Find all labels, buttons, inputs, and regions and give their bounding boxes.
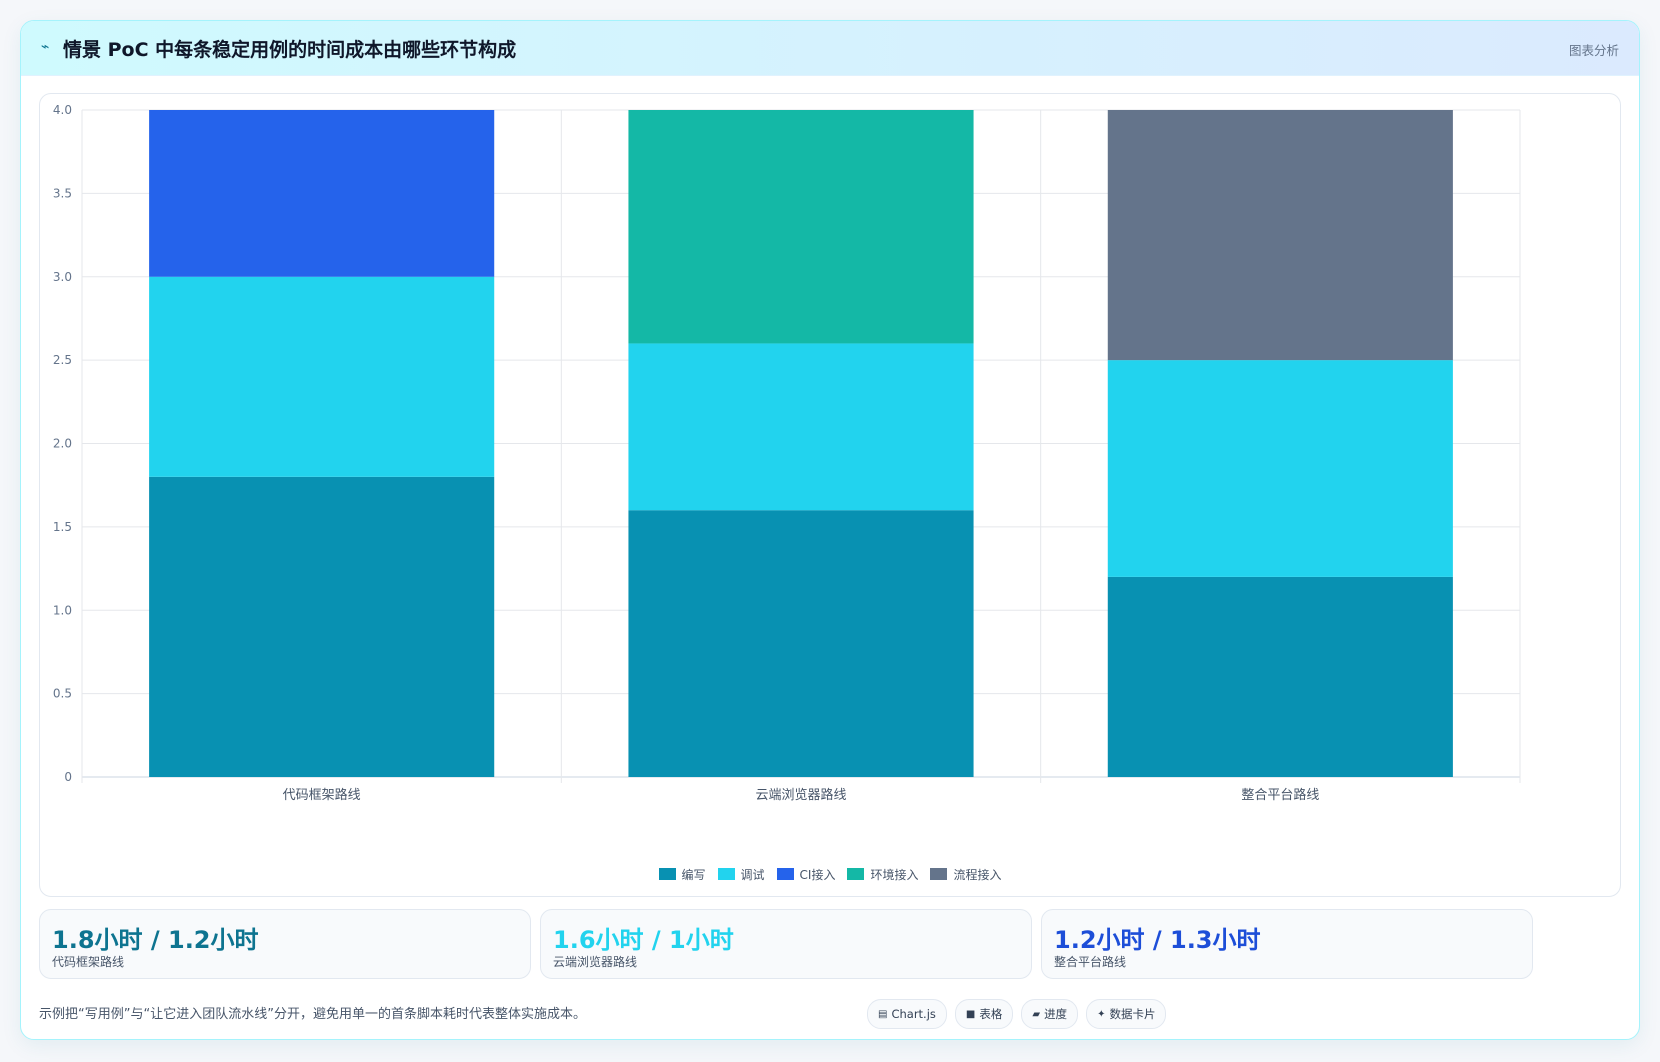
chip-data-card[interactable]: ✦ 数据卡片: [1086, 999, 1167, 1029]
y-tick-label: 2.5: [53, 353, 72, 367]
bar-segment: [1107, 360, 1453, 577]
bar-segment: [628, 510, 974, 777]
legend-label: 编写: [681, 867, 706, 882]
legend-label: CI接入: [799, 867, 836, 882]
page-title: 情景 PoC 中每条稳定用例的时间成本由哪些环节构成: [63, 39, 517, 61]
legend-swatch: [776, 868, 794, 880]
bar-segment: [149, 476, 495, 777]
chip-row: ▤ Chart.js ■ 表格 ▰ 进度 ✦ 数据卡片: [867, 999, 1167, 1029]
stat-value: 1.2小时 / 1.3小时: [1054, 926, 1261, 954]
legend-label: 环境接入: [870, 867, 919, 882]
y-tick-label: 3.5: [53, 186, 72, 200]
y-tick-label: 3.0: [53, 270, 72, 284]
chart-card: ⌁ 情景 PoC 中每条稳定用例的时间成本由哪些环节构成 图表分析 0 0.5 1.…: [20, 20, 1640, 1040]
legend-item[interactable]: 编写: [658, 864, 706, 884]
y-tick-label: 1.0: [53, 603, 72, 617]
legend-item[interactable]: 环境接入: [847, 864, 918, 884]
stat-card-platform: 1.2小时 / 1.3小时 整合平台路线: [1041, 909, 1533, 979]
stacked-bar-chart: 0 0.5 1.0 1.5 2.0 2.5 3.0 3.5 4.0 代码框架路线 云端浏览器路线 整合…: [53, 103, 1521, 803]
y-tick-label: 4.0: [53, 103, 72, 117]
x-category-label: 代码框架路线: [283, 787, 361, 803]
legend-item[interactable]: CI接入: [776, 864, 836, 884]
bar-segment: [1107, 576, 1453, 777]
bar-segment: [628, 110, 974, 344]
y-tick-label: 2.0: [53, 437, 72, 451]
x-category-label: 云端浏览器路线: [755, 787, 846, 803]
y-tick-label: 0.5: [53, 687, 72, 701]
legend-label: 调试: [740, 867, 765, 882]
legend-swatch: [658, 868, 676, 880]
header-tag: 图表分析: [1568, 43, 1619, 58]
footnote: 示例把“写用例”与“让它进入团队流水线”分开，避免用单一的首条脚本耗时代表整体实…: [39, 1007, 586, 1022]
stat-label: 云端浏览器路线: [553, 955, 638, 969]
card-header: ⌁ 情景 PoC 中每条稳定用例的时间成本由哪些环节构成 图表分析: [21, 21, 1639, 76]
chart-legend: 编写 调试 CI接入 环境接入 流程接入: [40, 864, 1620, 884]
chip-label: Chart.js: [891, 1007, 936, 1021]
sparkle-icon: ✦: [1097, 1008, 1106, 1020]
chip-label: 进度: [1044, 1007, 1068, 1021]
chart-icon: ▤: [878, 1008, 888, 1020]
legend-item[interactable]: 流程接入: [930, 864, 1001, 884]
chip-progress[interactable]: ▰ 进度: [1021, 999, 1079, 1029]
bar-segment: [628, 343, 974, 511]
stat-value: 1.6小时 / 1小时: [553, 926, 734, 954]
chip-label: 表格: [979, 1007, 1003, 1021]
stat-card-cloud: 1.6小时 / 1小时 云端浏览器路线: [540, 909, 1032, 979]
bar-segment: [149, 110, 495, 277]
chart-container: 0 0.5 1.0 1.5 2.0 2.5 3.0 3.5 4.0 代码框架路线 云端浏览器路线 整合…: [39, 93, 1621, 897]
stat-label: 代码框架路线: [52, 955, 125, 969]
legend-label: 流程接入: [953, 867, 1002, 882]
progress-icon: ▰: [1032, 1008, 1041, 1020]
legend-swatch: [930, 868, 948, 880]
legend-swatch: [847, 868, 865, 880]
stat-cards: 1.8小时 / 1.2小时 代码框架路线 1.6小时 / 1小时 云端浏览器路线…: [39, 909, 1621, 979]
table-icon: ■: [965, 1008, 976, 1020]
stat-label: 整合平台路线: [1054, 955, 1127, 969]
chip-chartjs[interactable]: ▤ Chart.js: [867, 999, 947, 1029]
stat-value: 1.8小时 / 1.2小时: [52, 926, 259, 954]
bar-segment: [149, 276, 495, 477]
chip-label: 数据卡片: [1109, 1007, 1156, 1021]
chart-line-icon: ⌁: [41, 39, 50, 55]
bar-segment: [1107, 110, 1453, 361]
y-tick-label: 1.5: [53, 520, 72, 534]
chip-table[interactable]: ■ 表格: [954, 999, 1014, 1029]
stat-card-code: 1.8小时 / 1.2小时 代码框架路线: [39, 909, 531, 979]
legend-swatch: [717, 868, 735, 880]
legend-item[interactable]: 调试: [717, 864, 765, 884]
y-tick-label: 0: [64, 770, 72, 784]
x-category-label: 整合平台路线: [1241, 787, 1319, 803]
